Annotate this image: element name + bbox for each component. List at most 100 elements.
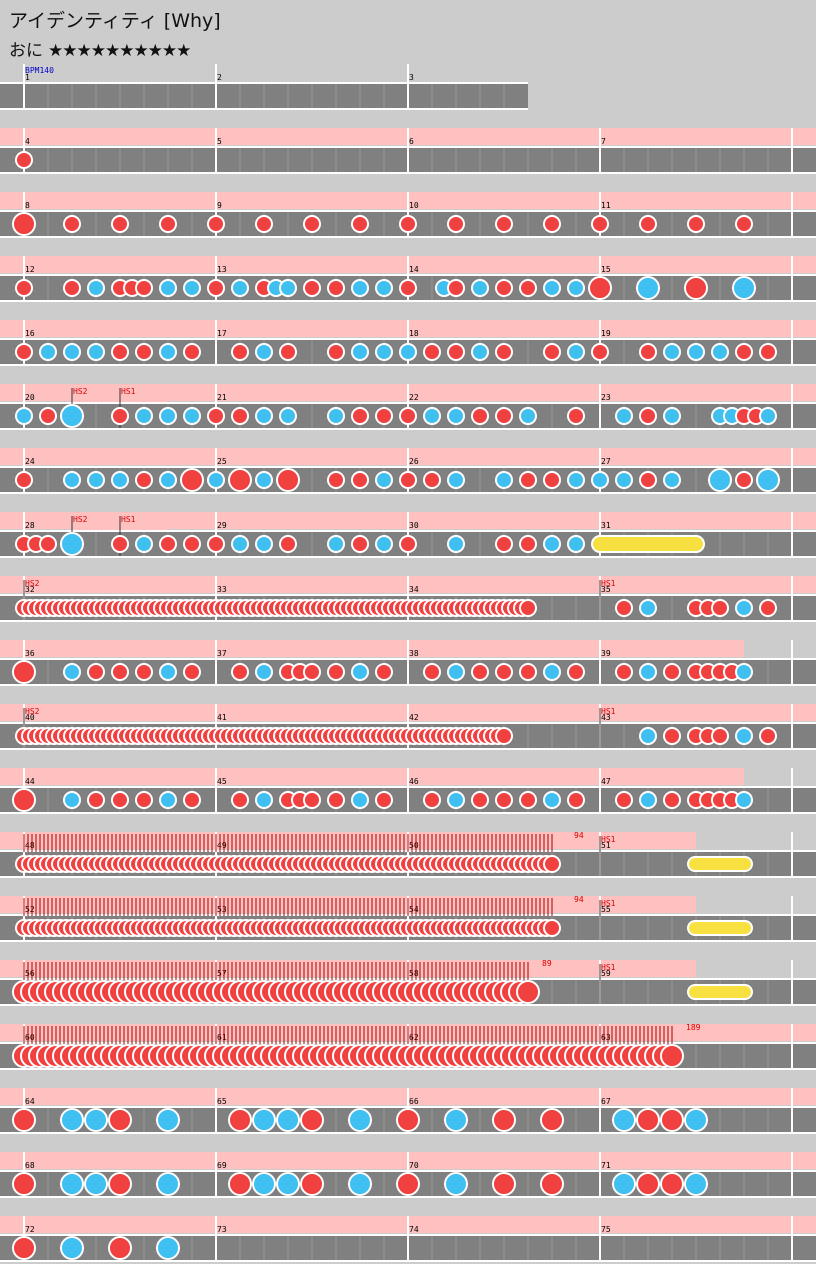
don-note	[663, 663, 681, 681]
ka-note	[156, 1236, 180, 1260]
measure-number: 13	[217, 265, 227, 274]
don-note	[207, 279, 225, 297]
don-note	[519, 791, 537, 809]
measure-number: 9	[217, 201, 222, 210]
ka-note	[684, 1172, 708, 1196]
ka-note	[279, 279, 297, 297]
ka-note	[495, 471, 513, 489]
don-note	[207, 215, 225, 233]
ka-note	[60, 532, 84, 556]
measure-number: 15	[601, 265, 611, 274]
don-note	[495, 343, 513, 361]
don-note	[423, 791, 441, 809]
measure-number: 21	[217, 393, 227, 402]
gogo-band	[0, 640, 744, 657]
don-note	[588, 276, 612, 300]
don-note	[540, 1108, 564, 1132]
measure-number: 60	[25, 1033, 35, 1042]
gogo-band	[0, 768, 744, 785]
don-note	[639, 471, 657, 489]
don-note	[663, 727, 681, 745]
ka-note	[663, 471, 681, 489]
ka-note	[156, 1172, 180, 1196]
ka-note	[327, 407, 345, 425]
difficulty-row: おに ★★★★★★★★★★	[9, 36, 191, 61]
don-note	[423, 663, 441, 681]
don-note	[39, 407, 57, 425]
measure-number: 72	[25, 1225, 35, 1234]
measure-number: 39	[601, 649, 611, 658]
don-note	[111, 663, 129, 681]
measure-number: 14	[409, 265, 419, 274]
measure-number: 6	[409, 137, 414, 146]
don-note	[399, 215, 417, 233]
measure-number: 25	[217, 457, 227, 466]
measure-number: 12	[25, 265, 35, 274]
don-note	[399, 407, 417, 425]
measure-number: 62	[409, 1033, 419, 1042]
don-note	[636, 1172, 660, 1196]
measure-number: 47	[601, 777, 611, 786]
don-note	[567, 663, 585, 681]
don-note	[135, 279, 153, 297]
measure-number: 18	[409, 329, 419, 338]
ka-note	[735, 791, 753, 809]
don-note	[636, 1108, 660, 1132]
don-note	[519, 599, 537, 617]
measure-number: 11	[601, 201, 611, 210]
don-note	[327, 663, 345, 681]
ka-note	[279, 407, 297, 425]
ka-note	[156, 1108, 180, 1132]
measure-number: 52	[25, 905, 35, 914]
chart-row: 44 45 46 47	[0, 768, 816, 814]
ka-note	[615, 471, 633, 489]
don-note	[108, 1108, 132, 1132]
don-note	[639, 407, 657, 425]
measure-number: 20	[25, 393, 35, 402]
scroll-label: HS1	[601, 835, 616, 844]
don-note	[255, 215, 273, 233]
ka-note	[276, 1108, 300, 1132]
measure-number: 55	[601, 905, 611, 914]
don-note	[684, 276, 708, 300]
measure-number: 68	[25, 1161, 35, 1170]
don-note	[447, 343, 465, 361]
don-note	[180, 468, 204, 492]
ka-note	[447, 791, 465, 809]
scroll-label: HS2	[25, 707, 40, 716]
don-note	[303, 215, 321, 233]
measure-number: 41	[217, 713, 227, 722]
measure-number: 19	[601, 329, 611, 338]
ka-note	[39, 343, 57, 361]
don-note	[492, 1172, 516, 1196]
ka-note	[375, 535, 393, 553]
ka-note	[348, 1108, 372, 1132]
don-note	[639, 215, 657, 233]
don-note	[615, 599, 633, 617]
don-note	[471, 407, 489, 425]
don-note	[228, 1108, 252, 1132]
measure-number: 34	[409, 585, 419, 594]
don-note	[303, 279, 321, 297]
don-note	[375, 663, 393, 681]
measure-number: 67	[601, 1097, 611, 1106]
measure-number: 42	[409, 713, 419, 722]
ka-note	[447, 663, 465, 681]
ka-note	[111, 471, 129, 489]
ka-note	[375, 471, 393, 489]
don-note	[351, 471, 369, 489]
measure-number: 64	[25, 1097, 35, 1106]
ka-note	[471, 279, 489, 297]
don-note	[87, 663, 105, 681]
measure-number: 16	[25, 329, 35, 338]
ka-note	[687, 343, 705, 361]
don-note	[12, 212, 36, 236]
song-title: アイデンティティ [Why]	[9, 10, 221, 32]
ka-note	[732, 276, 756, 300]
measure-number: 73	[217, 1225, 227, 1234]
don-note	[327, 279, 345, 297]
ka-note	[636, 276, 660, 300]
scroll-label: HS2	[73, 387, 88, 396]
measure-number: 27	[601, 457, 611, 466]
ka-note	[567, 279, 585, 297]
